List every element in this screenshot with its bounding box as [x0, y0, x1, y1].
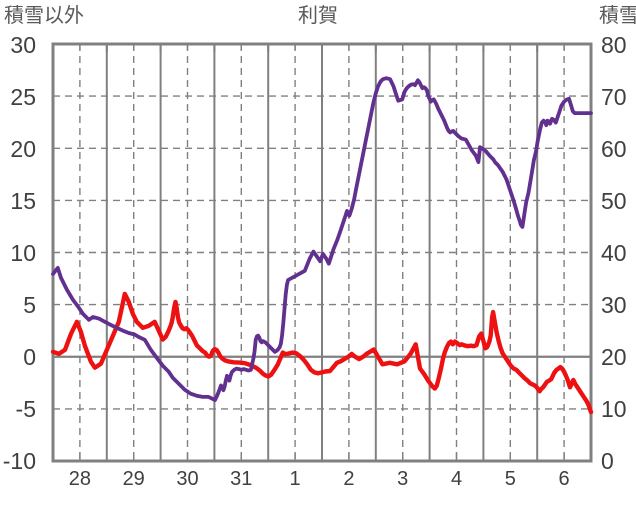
- svg-text:0: 0: [23, 344, 36, 370]
- svg-text:25: 25: [10, 84, 36, 110]
- svg-text:4: 4: [451, 468, 462, 490]
- svg-text:3: 3: [397, 468, 408, 490]
- svg-text:60: 60: [601, 136, 627, 162]
- svg-text:0: 0: [601, 448, 614, 474]
- svg-text:80: 80: [601, 32, 627, 58]
- svg-text:15: 15: [10, 188, 36, 214]
- svg-text:5: 5: [23, 292, 36, 318]
- svg-text:40: 40: [601, 240, 627, 266]
- svg-text:70: 70: [601, 84, 627, 110]
- svg-text:31: 31: [230, 468, 252, 490]
- svg-text:-10: -10: [3, 448, 36, 474]
- svg-text:10: 10: [10, 240, 36, 266]
- svg-text:20: 20: [601, 344, 627, 370]
- svg-text:30: 30: [601, 292, 627, 318]
- svg-text:50: 50: [601, 188, 627, 214]
- svg-text:積雪: 積雪: [599, 4, 636, 27]
- svg-text:28: 28: [69, 468, 91, 490]
- svg-text:6: 6: [559, 468, 570, 490]
- svg-text:30: 30: [176, 468, 198, 490]
- svg-text:利賀: 利賀: [298, 4, 338, 27]
- svg-text:30: 30: [10, 32, 36, 58]
- svg-text:2: 2: [343, 468, 354, 490]
- svg-text:5: 5: [505, 468, 516, 490]
- svg-text:20: 20: [10, 136, 36, 162]
- svg-text:10: 10: [601, 396, 627, 422]
- svg-text:-5: -5: [16, 396, 36, 422]
- svg-text:29: 29: [123, 468, 145, 490]
- svg-text:積雪以外: 積雪以外: [4, 4, 84, 27]
- svg-text:1: 1: [290, 468, 301, 490]
